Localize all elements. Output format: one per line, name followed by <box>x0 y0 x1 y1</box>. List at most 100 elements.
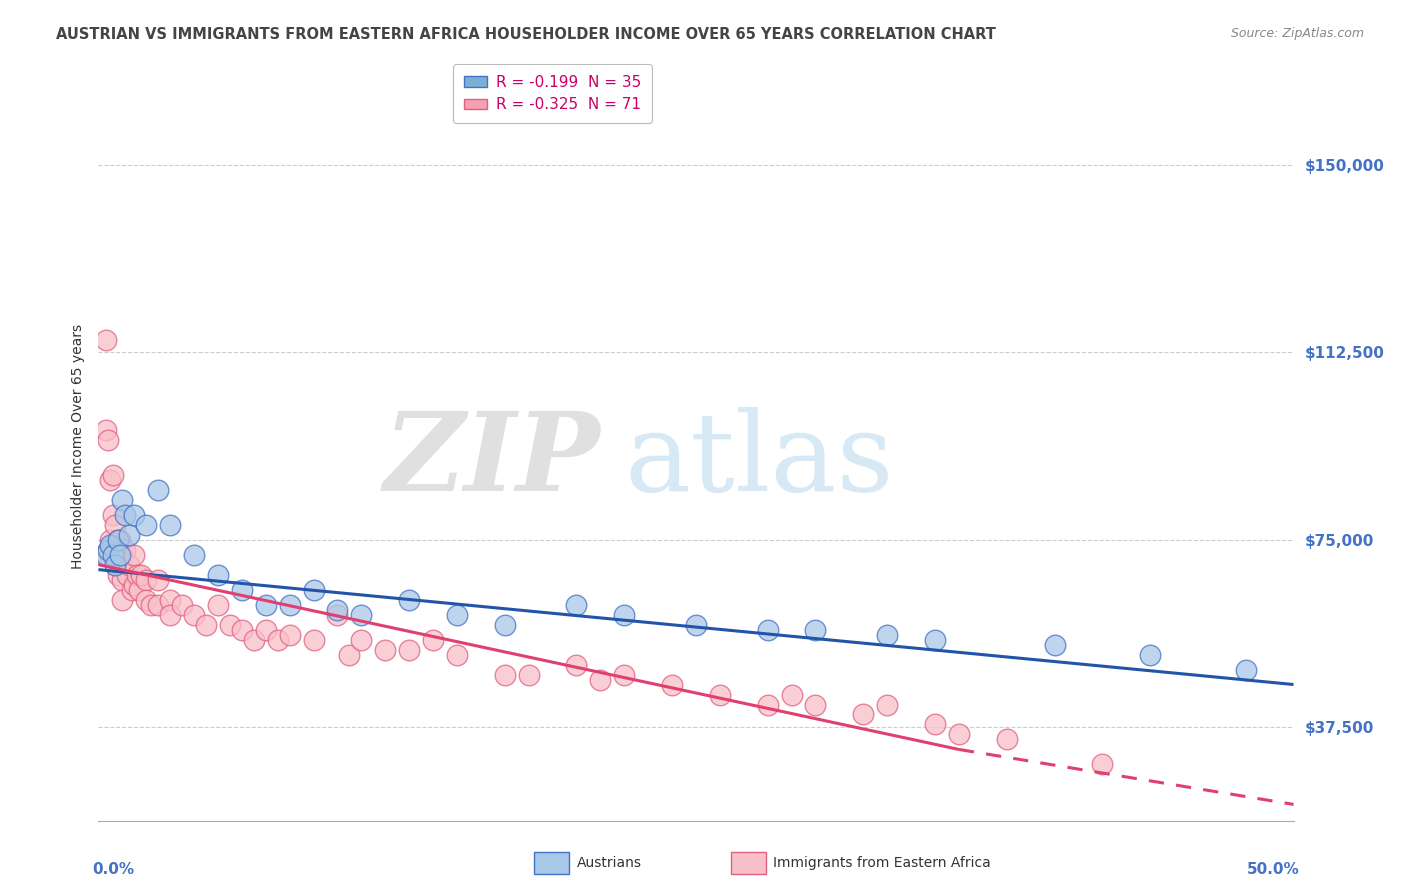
Point <box>1139 648 1161 662</box>
Point <box>398 592 420 607</box>
Point <box>98 538 122 552</box>
Point <box>219 617 242 632</box>
Point <box>924 632 946 647</box>
Point <box>131 567 153 582</box>
Point <box>107 542 129 557</box>
Point <box>446 648 468 662</box>
Point <box>101 508 124 522</box>
Point <box>124 508 146 522</box>
Point <box>104 517 127 532</box>
Point <box>350 632 373 647</box>
Point <box>207 598 229 612</box>
Point <box>661 677 683 691</box>
Point <box>195 617 218 632</box>
Point <box>135 592 157 607</box>
Point <box>231 623 253 637</box>
Point <box>326 607 349 622</box>
Point <box>339 648 361 662</box>
Point <box>254 598 277 612</box>
Point <box>207 567 229 582</box>
Point <box>97 542 120 557</box>
Point <box>995 732 1018 747</box>
Point <box>108 533 131 547</box>
Point <box>111 542 134 557</box>
Point <box>124 548 146 562</box>
Point <box>111 592 134 607</box>
Point <box>124 577 146 591</box>
Point <box>1091 757 1114 772</box>
Point <box>278 627 301 641</box>
Point <box>494 617 516 632</box>
Point <box>422 632 444 647</box>
Point <box>101 548 124 562</box>
Point <box>108 558 131 572</box>
Point <box>374 642 396 657</box>
Point <box>159 607 181 622</box>
Point <box>231 582 253 597</box>
Point <box>254 623 277 637</box>
Point <box>709 688 731 702</box>
Point <box>135 517 157 532</box>
Point <box>565 598 588 612</box>
Point <box>148 483 170 497</box>
Point <box>804 698 827 712</box>
Text: atlas: atlas <box>624 408 894 515</box>
Point <box>804 623 827 637</box>
Text: Austrians: Austrians <box>576 856 641 871</box>
Point <box>613 607 636 622</box>
Point <box>101 467 124 482</box>
Point <box>685 617 707 632</box>
Point <box>183 548 205 562</box>
Point <box>148 598 170 612</box>
Text: Source: ZipAtlas.com: Source: ZipAtlas.com <box>1230 27 1364 40</box>
Point <box>159 517 181 532</box>
Point <box>517 667 540 681</box>
Point <box>111 492 134 507</box>
Y-axis label: Householder Income Over 65 years: Householder Income Over 65 years <box>70 324 84 568</box>
Text: ZIP: ZIP <box>384 408 600 515</box>
Point <box>107 567 129 582</box>
Point <box>398 642 420 657</box>
Point <box>118 527 141 541</box>
Point <box>183 607 205 622</box>
Text: AUSTRIAN VS IMMIGRANTS FROM EASTERN AFRICA HOUSEHOLDER INCOME OVER 65 YEARS CORR: AUSTRIAN VS IMMIGRANTS FROM EASTERN AFRI… <box>56 27 995 42</box>
Point <box>852 707 875 722</box>
Text: Immigrants from Eastern Africa: Immigrants from Eastern Africa <box>773 856 991 871</box>
Point <box>118 558 141 572</box>
Point <box>98 542 122 557</box>
Point <box>159 592 181 607</box>
Point <box>780 688 803 702</box>
Point <box>172 598 194 612</box>
Point <box>108 548 131 562</box>
Point <box>924 717 946 731</box>
Point <box>139 598 162 612</box>
Point <box>1043 638 1066 652</box>
Point <box>243 632 266 647</box>
Point <box>135 573 157 587</box>
Point <box>589 673 612 687</box>
Point <box>97 433 120 447</box>
Point <box>114 508 136 522</box>
Point <box>111 573 134 587</box>
Point <box>128 582 150 597</box>
Point <box>756 623 779 637</box>
Point <box>98 473 122 487</box>
Point <box>302 582 325 597</box>
Point <box>115 567 138 582</box>
Point <box>94 548 117 562</box>
Point <box>565 657 588 672</box>
Point <box>91 548 114 562</box>
Point <box>98 533 122 547</box>
Point <box>756 698 779 712</box>
Point <box>104 558 127 572</box>
Text: 0.0%: 0.0% <box>93 862 135 877</box>
Point <box>494 667 516 681</box>
Point <box>121 582 143 597</box>
Point <box>148 573 170 587</box>
Point <box>267 632 290 647</box>
Point <box>350 607 373 622</box>
Point <box>107 533 129 547</box>
Point <box>104 542 127 557</box>
Point <box>94 333 117 347</box>
Legend: R = -0.199  N = 35, R = -0.325  N = 71: R = -0.199 N = 35, R = -0.325 N = 71 <box>453 64 652 123</box>
